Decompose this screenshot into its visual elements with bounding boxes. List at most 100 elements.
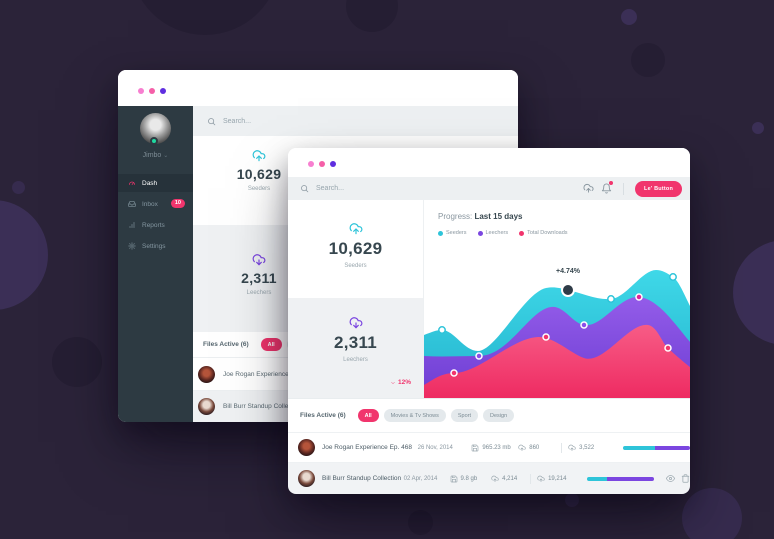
bg-circle bbox=[0, 200, 48, 310]
sidebar-menu: Dash Inbox 10 Reports Settings bbox=[118, 174, 193, 258]
sidebar-item-inbox[interactable]: Inbox 10 bbox=[118, 195, 193, 213]
data-point bbox=[580, 321, 588, 329]
delete-trash-icon[interactable] bbox=[681, 474, 690, 483]
data-point-highlight bbox=[561, 283, 575, 297]
bg-circle bbox=[621, 9, 637, 25]
back-window-titlebar bbox=[118, 70, 518, 106]
bg-circle bbox=[52, 337, 102, 387]
legend-dot bbox=[519, 230, 525, 236]
divider bbox=[530, 473, 532, 484]
bg-circle bbox=[565, 493, 579, 507]
file-seeders: 4,214 bbox=[502, 475, 518, 482]
bg-circle bbox=[346, 0, 398, 32]
window-dot[interactable] bbox=[330, 161, 336, 167]
seeders-count: 10,629 bbox=[236, 166, 282, 182]
progress-seed-segment bbox=[587, 476, 608, 481]
sidebar-item-reports[interactable]: Reports bbox=[118, 216, 193, 234]
cloud-download-icon bbox=[288, 298, 423, 330]
legend-total-downloads[interactable]: Total Downloads bbox=[519, 230, 568, 236]
front-window: Search... Le' Button 10,629 Seeders 2,31… bbox=[288, 148, 690, 494]
progress-rest-segment bbox=[607, 476, 654, 481]
file-thumbnail bbox=[298, 470, 315, 487]
online-status-dot bbox=[150, 137, 158, 145]
file-leechers: 3,522 bbox=[579, 444, 595, 451]
bg-circle bbox=[631, 43, 665, 77]
window-dot[interactable] bbox=[308, 161, 314, 167]
settings-gear-icon bbox=[128, 242, 136, 250]
front-window-titlebar bbox=[288, 148, 690, 177]
sidebar-item-dash[interactable]: Dash bbox=[118, 174, 193, 192]
files-active-label: Files Active (6) bbox=[203, 341, 249, 348]
data-point bbox=[475, 352, 483, 360]
file-row[interactable]: Bill Burr Standup Collection 02 Apr, 201… bbox=[288, 462, 690, 494]
file-date: 02 Apr, 2014 bbox=[403, 475, 438, 482]
cloud-upload-icon bbox=[288, 200, 423, 236]
sidebar-item-settings[interactable]: Settings bbox=[118, 237, 193, 255]
leechers-delta: 12% bbox=[390, 379, 411, 386]
search-bar: Search... Le' Button bbox=[288, 177, 690, 200]
chart-legend: Seeders Leechers Total Downloads bbox=[438, 230, 568, 236]
chart-title: Progress: Last 15 days bbox=[438, 212, 523, 221]
leechers-label: Leechers bbox=[246, 290, 272, 296]
filter-pill-all[interactable]: All bbox=[357, 409, 379, 422]
filter-pill-sport[interactable]: Sport bbox=[450, 409, 479, 422]
progress-bar bbox=[623, 445, 690, 450]
leechers-stat-card: 2,311 Leechers 12% bbox=[288, 298, 423, 398]
seeders-cloud-icon bbox=[491, 475, 499, 483]
notification-dot bbox=[609, 181, 614, 185]
legend-leechers[interactable]: Leechers bbox=[477, 230, 508, 236]
data-point bbox=[635, 293, 643, 301]
file-thumbnail bbox=[198, 398, 215, 415]
data-point bbox=[669, 273, 677, 281]
filter-pill-design[interactable]: Design bbox=[483, 409, 515, 422]
file-row[interactable]: Joe Rogan Experience Ep. 468 26 Nov, 201… bbox=[288, 432, 690, 462]
inbox-icon bbox=[128, 200, 136, 208]
file-seeders: 860 bbox=[529, 444, 540, 451]
file-size-icon bbox=[450, 475, 458, 483]
bg-circle bbox=[752, 122, 764, 134]
legend-dot bbox=[438, 230, 443, 236]
search-icon bbox=[207, 117, 216, 126]
search-input[interactable]: Search... bbox=[223, 117, 252, 125]
progress-chart-panel: Progress: Last 15 days Seeders Leechers … bbox=[423, 200, 690, 398]
seeders-label: Seeders bbox=[344, 263, 367, 269]
le-button[interactable]: Le' Button bbox=[635, 180, 682, 197]
dashboard-icon bbox=[128, 181, 136, 186]
total-downloads-area bbox=[424, 324, 690, 398]
bg-circle bbox=[408, 510, 433, 535]
divider bbox=[623, 182, 625, 195]
leechers-label: Leechers bbox=[343, 357, 368, 363]
file-size: 965.23 mb bbox=[482, 444, 511, 451]
window-dot[interactable] bbox=[138, 88, 144, 94]
window-dot[interactable] bbox=[160, 88, 166, 94]
bg-circle bbox=[682, 488, 742, 539]
search-input[interactable]: Search... bbox=[316, 185, 345, 192]
progress-rest-segment bbox=[655, 445, 690, 450]
data-point bbox=[450, 369, 458, 377]
leechers-cloud-icon bbox=[537, 475, 545, 483]
file-thumbnail bbox=[198, 365, 215, 383]
search-bar[interactable]: Search... bbox=[193, 106, 518, 136]
area-chart bbox=[424, 270, 690, 398]
filter-pill-all[interactable]: All bbox=[260, 338, 282, 351]
chevron-down-icon: ⌄ bbox=[163, 153, 169, 159]
leechers-cloud-icon bbox=[568, 444, 576, 452]
legend-dot bbox=[477, 230, 483, 236]
legend-seeders[interactable]: Seeders bbox=[438, 230, 467, 236]
preview-eye-icon[interactable] bbox=[666, 474, 675, 483]
window-dot[interactable] bbox=[319, 161, 325, 167]
filter-pill-movies[interactable]: Movies & Tv Shows bbox=[383, 409, 446, 422]
notifications-bell-icon[interactable] bbox=[601, 181, 614, 194]
upload-cloud-icon[interactable] bbox=[583, 183, 594, 194]
sidebar: Jimbo ⌄ Dash Inbox 10 Reports Settin bbox=[118, 106, 193, 422]
data-point bbox=[664, 344, 672, 352]
bg-circle bbox=[130, 0, 280, 35]
bg-circle bbox=[12, 181, 25, 194]
data-point bbox=[438, 326, 446, 334]
window-dot[interactable] bbox=[149, 88, 155, 94]
user-name[interactable]: Jimbo ⌄ bbox=[142, 152, 169, 159]
data-point bbox=[542, 333, 550, 341]
file-size: 9.8 gb bbox=[460, 475, 478, 482]
seeders-cloud-icon bbox=[518, 444, 526, 452]
file-date: 26 Nov, 2014 bbox=[417, 444, 453, 451]
